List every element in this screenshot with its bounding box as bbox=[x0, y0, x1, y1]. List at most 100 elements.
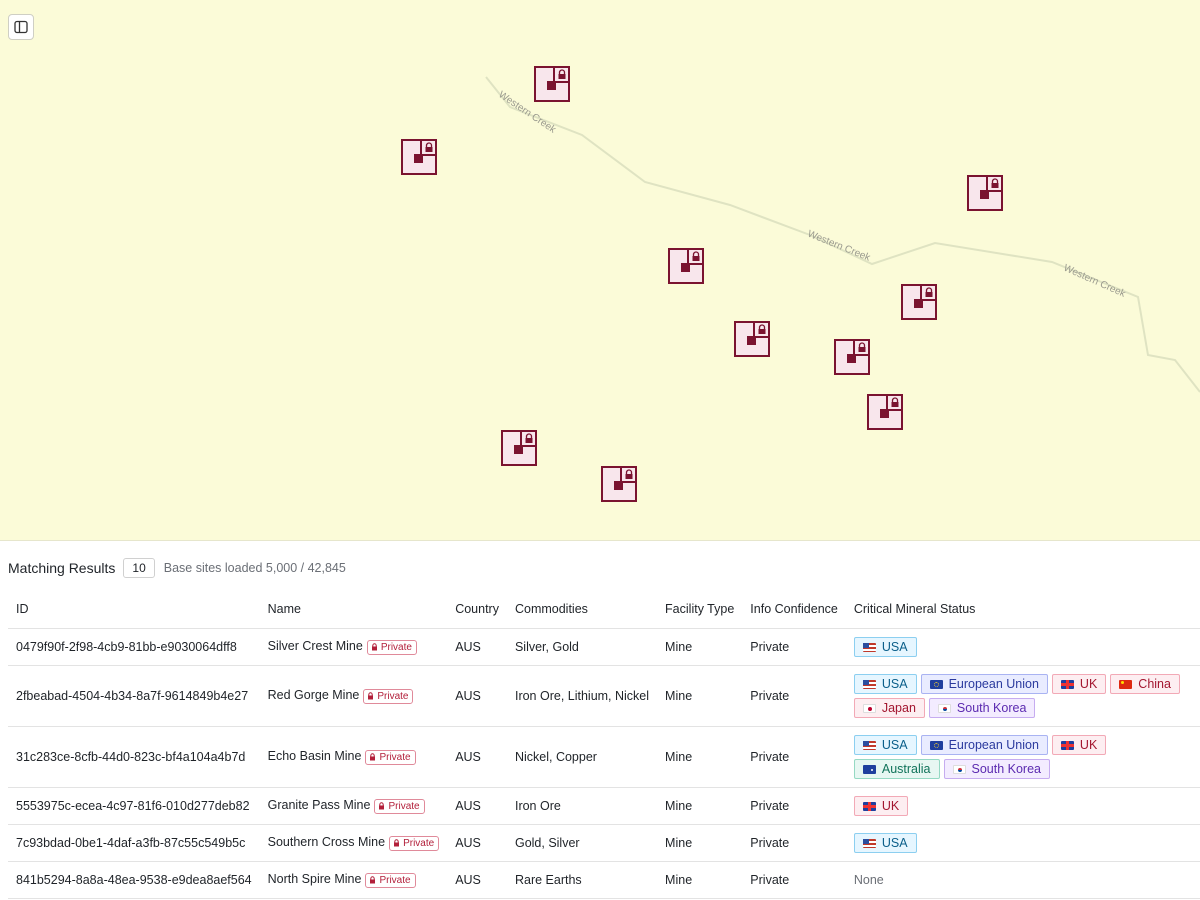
lock-icon bbox=[370, 875, 376, 884]
lock-icon bbox=[379, 801, 385, 810]
private-label: Private bbox=[379, 874, 411, 886]
cell-commodities: Nickel, Copper bbox=[506, 726, 658, 788]
private-label: Private bbox=[377, 690, 409, 702]
kr-flag-icon bbox=[937, 703, 951, 713]
table-row[interactable]: 7c93bdad-0be1-4daf-a3fb-87c55c549b5c Sout… bbox=[8, 824, 1200, 862]
cell-id: 2fbeabad-4504-4b34-8a7f-9614849b4e27 bbox=[8, 665, 260, 727]
site-marker[interactable] bbox=[734, 321, 770, 357]
map-view[interactable]: Western Creek Western Creek Western Cree… bbox=[0, 0, 1200, 541]
status-tag: USA bbox=[853, 637, 917, 657]
status-tag: Australia bbox=[853, 759, 940, 779]
cell-commodities: Gold, Silver bbox=[506, 824, 658, 862]
status-tag-label: China bbox=[1138, 677, 1171, 691]
uk-flag-icon bbox=[862, 801, 876, 811]
status-tag-list: USA bbox=[853, 833, 1194, 853]
western-creek-line bbox=[485, 76, 1200, 393]
cell-name: Southern Cross Mine Private bbox=[259, 824, 448, 862]
usa-flag-icon bbox=[862, 740, 876, 750]
table-row[interactable]: 841b5294-8a8a-48ea-9538-e9dea8aef564 Nort… bbox=[8, 861, 1200, 899]
lock-icon bbox=[891, 397, 899, 407]
au-flag-icon bbox=[862, 764, 876, 774]
cell-info-confidence: Private bbox=[742, 824, 846, 862]
lock-icon bbox=[558, 69, 566, 79]
lock-icon bbox=[991, 178, 999, 188]
private-badge: Private bbox=[363, 688, 414, 704]
lock-icon bbox=[368, 691, 374, 700]
status-tag: South Korea bbox=[928, 698, 1036, 718]
cn-flag-icon bbox=[1119, 679, 1133, 689]
jp-flag-icon bbox=[862, 703, 876, 713]
site-marker[interactable] bbox=[668, 248, 704, 284]
cell-critical-mineral-status: USA bbox=[845, 628, 1200, 666]
status-tag-label: UK bbox=[1079, 738, 1098, 752]
results-table: ID Name Country Commodities Facility Typ… bbox=[8, 590, 1200, 899]
cell-country: AUS bbox=[447, 628, 507, 666]
table-row[interactable]: 5553975c-ecea-4c97-81f6-010d277deb82 Gran… bbox=[8, 787, 1200, 825]
lock-icon bbox=[370, 752, 376, 761]
site-marker[interactable] bbox=[401, 139, 437, 175]
cell-name: North Spire Mine Private bbox=[259, 861, 448, 899]
status-tag: China bbox=[1110, 674, 1180, 694]
status-tag-list: USA bbox=[853, 637, 1194, 657]
results-title: Matching Results bbox=[8, 560, 116, 576]
cell-facility-type: Mine bbox=[657, 787, 743, 825]
site-marker[interactable] bbox=[501, 430, 537, 466]
status-tag-list: USA European Union UK Australia South Korea bbox=[853, 735, 1194, 779]
site-marker[interactable] bbox=[867, 394, 903, 430]
column-header-facility-type[interactable]: Facility Type bbox=[657, 590, 743, 629]
status-tag-label: European Union bbox=[948, 677, 1039, 691]
cell-facility-type: Mine bbox=[657, 861, 743, 899]
cell-id: 31c283ce-8cfb-44d0-823c-bf4a104a4b7d bbox=[8, 726, 260, 788]
site-marker[interactable] bbox=[834, 339, 870, 375]
table-row[interactable]: 0479f90f-2f98-4cb9-81bb-e9030064dff8 Silv… bbox=[8, 628, 1200, 666]
cell-facility-type: Mine bbox=[657, 628, 743, 666]
uk-flag-icon bbox=[1060, 679, 1074, 689]
private-badge: Private bbox=[365, 749, 416, 765]
table-header-row: ID Name Country Commodities Facility Typ… bbox=[8, 590, 1200, 629]
private-badge: Private bbox=[366, 639, 417, 655]
cell-info-confidence: Private bbox=[742, 726, 846, 788]
cell-commodities: Iron Ore, Lithium, Nickel bbox=[506, 665, 658, 727]
cell-name: Granite Pass Mine Private bbox=[259, 787, 448, 825]
sidebar-toggle-button[interactable] bbox=[8, 14, 34, 40]
lock-icon bbox=[371, 642, 377, 651]
cell-critical-mineral-status: USA European Union UK China Japan South Korea bbox=[845, 665, 1200, 727]
usa-flag-icon bbox=[862, 679, 876, 689]
column-header-critical-mineral-status[interactable]: Critical Mineral Status bbox=[845, 590, 1200, 629]
usa-flag-icon bbox=[862, 838, 876, 848]
kr-flag-icon bbox=[952, 764, 966, 774]
status-tag: USA bbox=[853, 674, 917, 694]
cell-country: AUS bbox=[447, 861, 507, 899]
site-marker[interactable] bbox=[967, 175, 1003, 211]
cell-info-confidence: Private bbox=[742, 787, 846, 825]
cell-commodities: Silver, Gold bbox=[506, 628, 658, 666]
column-header-info-confidence[interactable]: Info Confidence bbox=[742, 590, 846, 629]
site-marker[interactable] bbox=[601, 466, 637, 502]
column-header-commodities[interactable]: Commodities bbox=[506, 590, 658, 629]
cell-critical-mineral-status: USA bbox=[845, 824, 1200, 862]
column-header-country[interactable]: Country bbox=[447, 590, 507, 629]
table-row[interactable]: 31c283ce-8cfb-44d0-823c-bf4a104a4b7d Echo… bbox=[8, 726, 1200, 788]
cell-name: Red Gorge Mine Private bbox=[259, 665, 448, 727]
status-tag: European Union bbox=[920, 674, 1048, 694]
private-label: Private bbox=[379, 751, 411, 763]
column-header-id[interactable]: ID bbox=[8, 590, 260, 629]
table-row[interactable]: 2fbeabad-4504-4b34-8a7f-9614849b4e27 Red … bbox=[8, 665, 1200, 727]
creek-label-2: Western Creek bbox=[806, 229, 873, 264]
site-marker[interactable] bbox=[901, 284, 937, 320]
lock-icon bbox=[625, 469, 633, 479]
cell-id: 7c93bdad-0be1-4daf-a3fb-87c55c549b5c bbox=[8, 824, 260, 862]
lock-icon bbox=[925, 287, 933, 297]
cell-id: 0479f90f-2f98-4cb9-81bb-e9030064dff8 bbox=[8, 628, 260, 666]
results-count-badge: 10 bbox=[123, 558, 155, 578]
status-tag: USA bbox=[853, 833, 917, 853]
private-label: Private bbox=[388, 800, 420, 812]
eu-flag-icon bbox=[929, 679, 943, 689]
cell-info-confidence: Private bbox=[742, 628, 846, 666]
loaded-status: Base sites loaded 5,000 / 42,845 bbox=[163, 561, 346, 575]
sidebar-toggle-icon bbox=[14, 20, 28, 34]
site-marker[interactable] bbox=[534, 66, 570, 102]
column-header-name[interactable]: Name bbox=[259, 590, 448, 629]
creek-label-3: Western Creek bbox=[1062, 263, 1128, 301]
private-badge: Private bbox=[389, 835, 440, 851]
